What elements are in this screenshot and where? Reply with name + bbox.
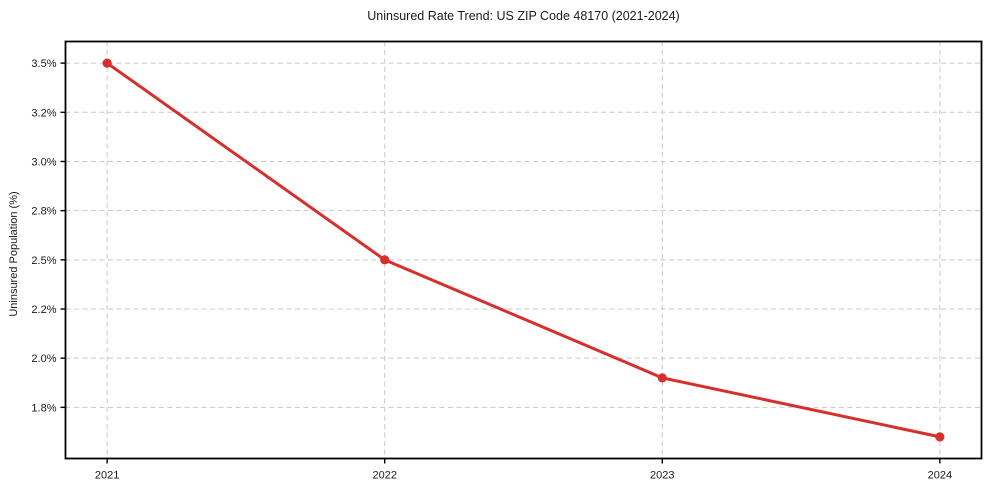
y-tick-label: 1.8% bbox=[31, 402, 56, 414]
data-line bbox=[105, 61, 942, 439]
chart-title: Uninsured Rate Trend: US ZIP Code 48170 … bbox=[367, 9, 680, 23]
data-point bbox=[935, 432, 945, 442]
data-point bbox=[102, 58, 112, 68]
y-tick-label: 2.8% bbox=[31, 206, 56, 218]
x-tick-label: 2021 bbox=[95, 470, 119, 482]
x-tick-label: 2024 bbox=[928, 470, 952, 482]
x-tick-label: 2022 bbox=[372, 470, 396, 482]
plot-frame bbox=[64, 40, 983, 460]
data-point bbox=[657, 373, 667, 383]
y-tick-label: 3.5% bbox=[31, 58, 56, 70]
y-tick-label: 3.2% bbox=[31, 107, 56, 119]
data-point bbox=[380, 255, 390, 265]
y-tick-label: 2.5% bbox=[31, 255, 56, 267]
y-tick-label: 2.0% bbox=[31, 353, 56, 365]
y-tick-label: 2.2% bbox=[31, 304, 56, 316]
y-tick-label: 3.0% bbox=[31, 156, 56, 168]
x-tick-label: 2023 bbox=[650, 470, 674, 482]
